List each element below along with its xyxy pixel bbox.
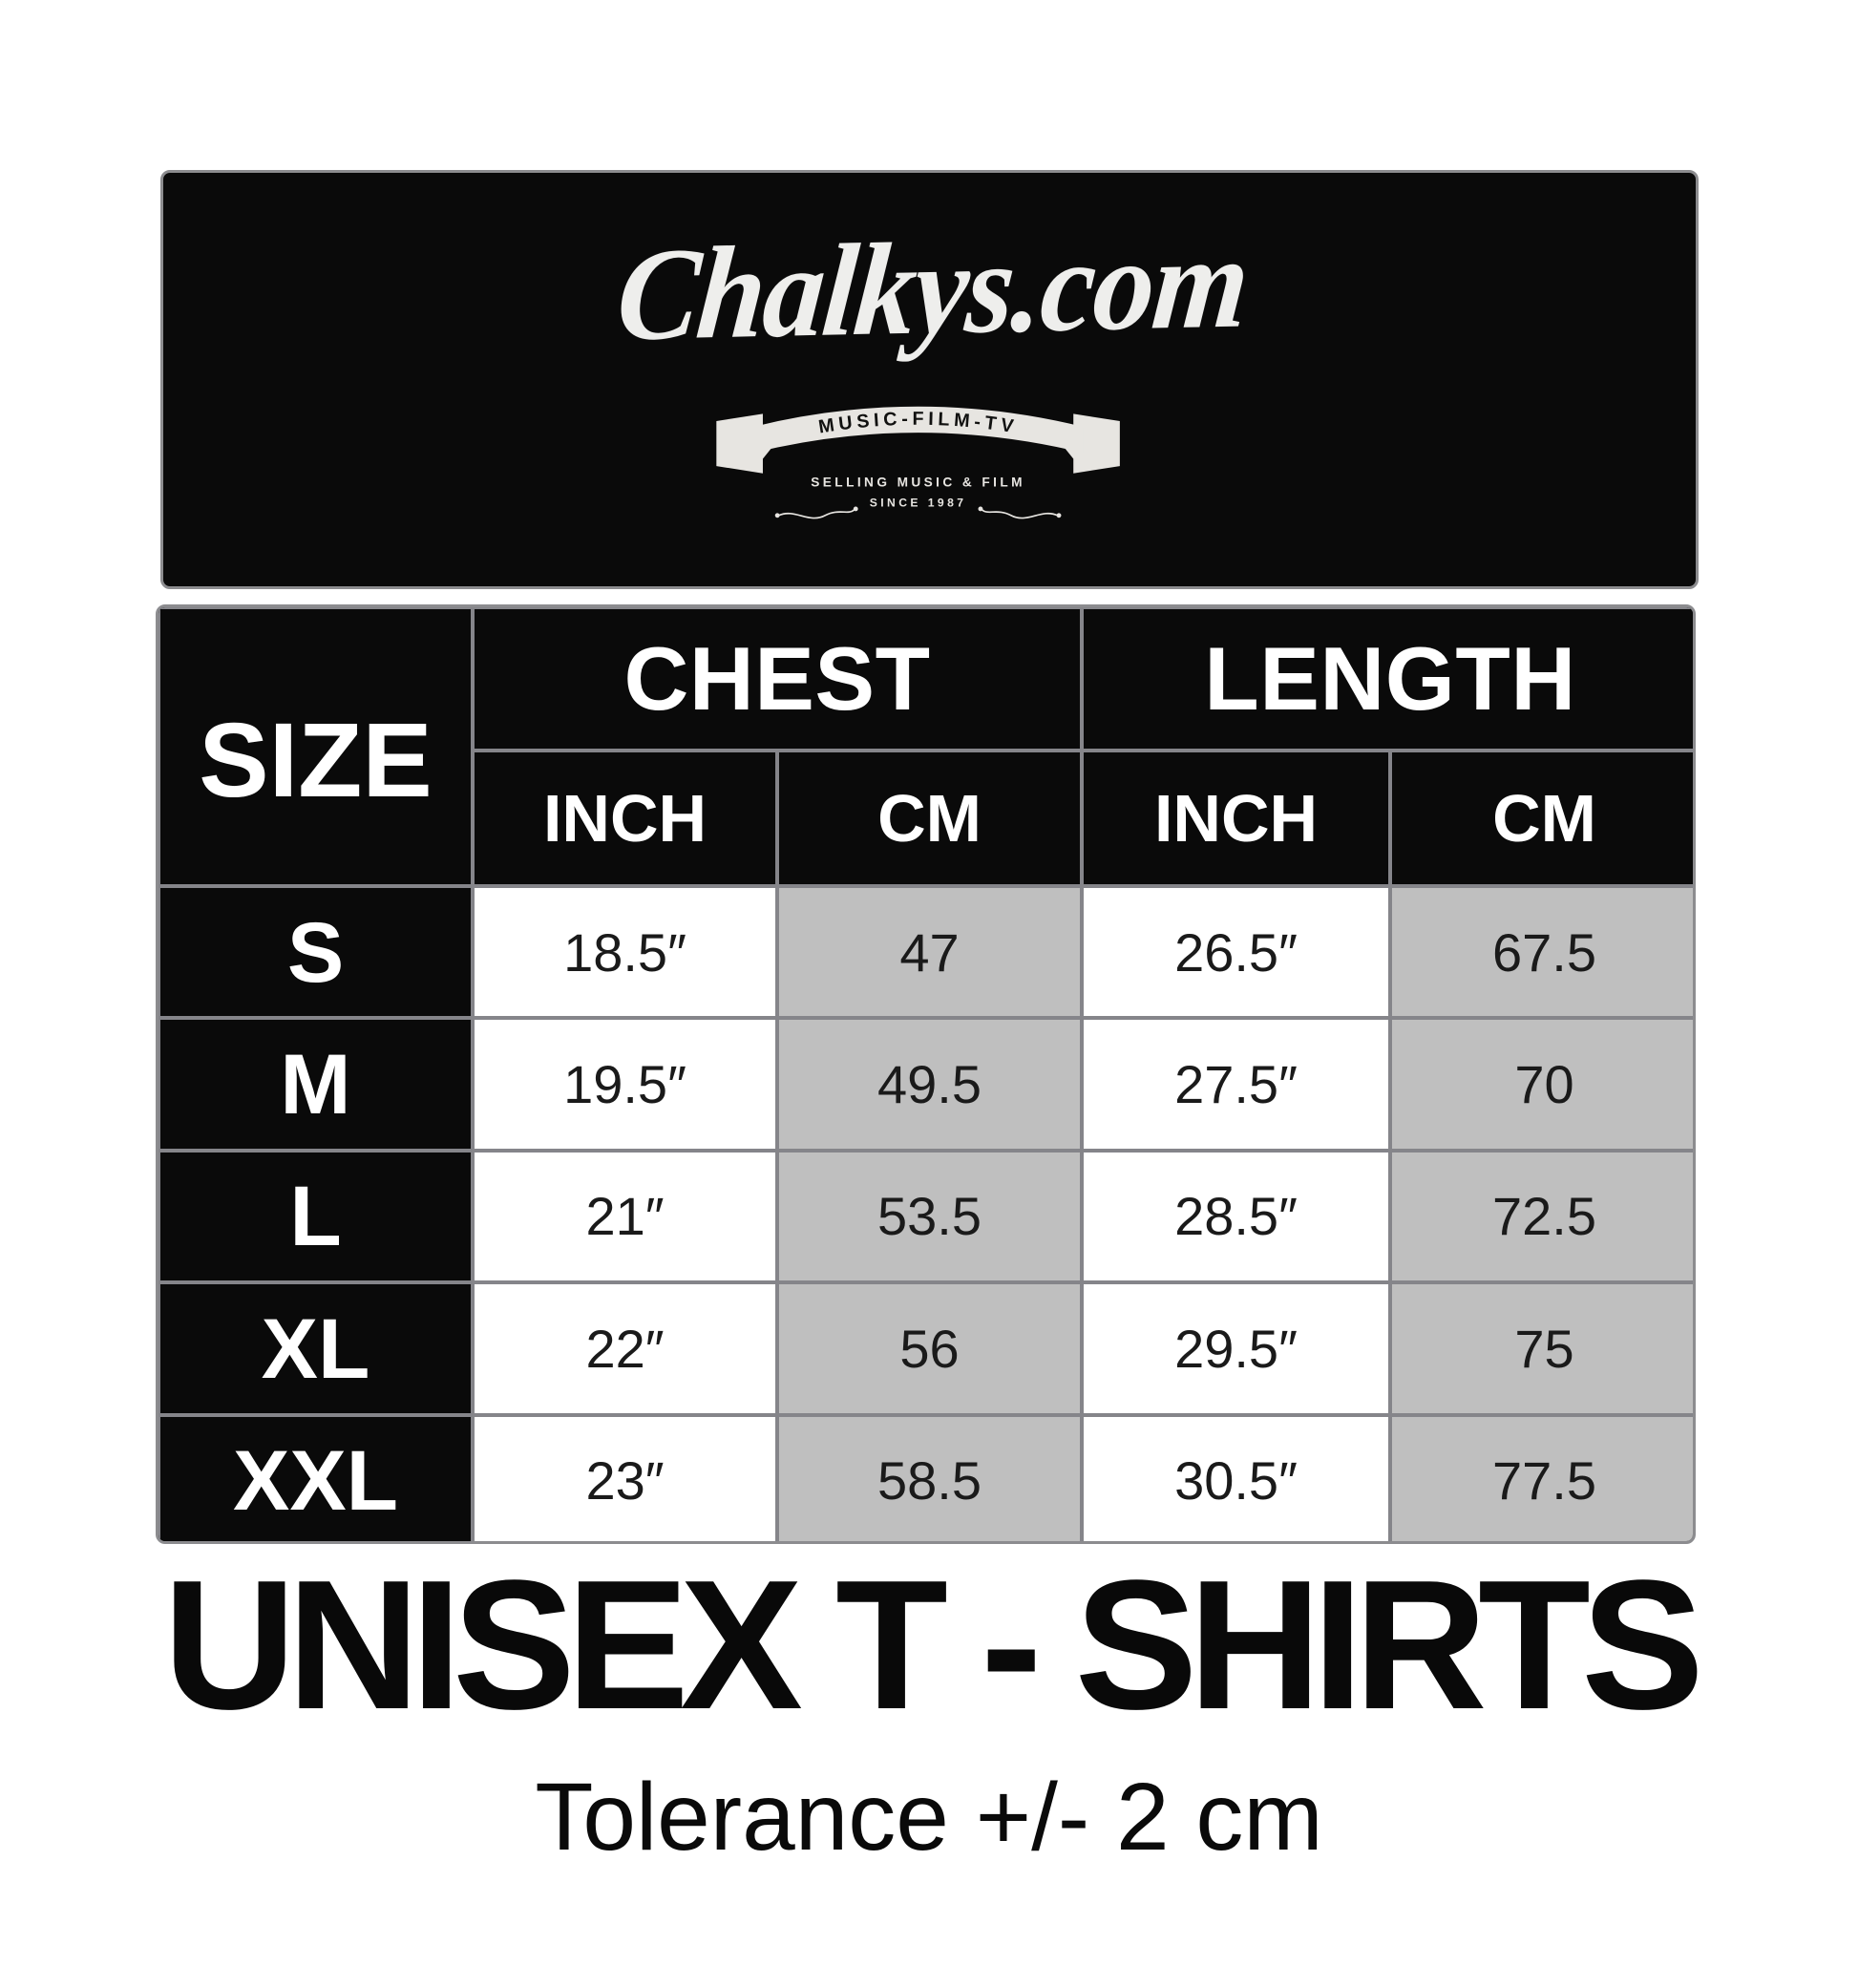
svg-text:MUSIC-FILM-TV: MUSIC-FILM-TV <box>816 409 1019 438</box>
svg-text:SINCE 1987: SINCE 1987 <box>869 497 966 510</box>
svg-text:SELLING MUSIC & FILM: SELLING MUSIC & FILM <box>811 475 1025 489</box>
